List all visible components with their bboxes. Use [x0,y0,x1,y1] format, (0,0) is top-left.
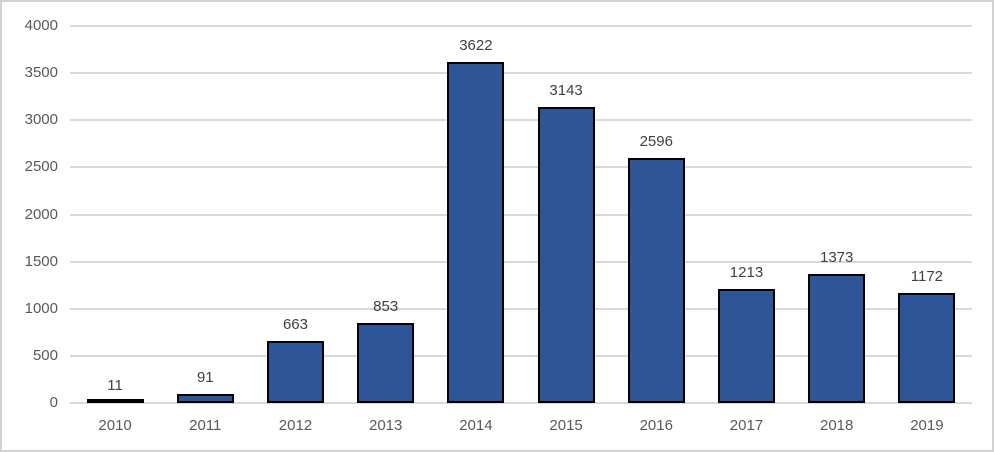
bar-2012 [267,340,324,403]
x-tick-label: 2010 [98,417,132,434]
x-tick-label: 2014 [459,417,493,434]
bar-data-label: 1213 [729,263,764,281]
x-tick-label: 2011 [189,417,222,434]
bar-2016 [627,158,685,403]
gridline [70,260,972,263]
x-axis-line [70,402,972,404]
bar-2014 [447,61,505,403]
x-tick-label: 2013 [369,417,403,434]
x-tick-label: 2012 [278,417,313,434]
bar-data-label: 853 [373,297,399,315]
y-tick-label: 1000 [24,299,58,317]
bar-data-label: 3622 [459,36,493,54]
y-tick-label: 1500 [24,252,58,270]
bar-data-label: 1373 [820,248,854,266]
bar-2011 [176,394,234,403]
y-tick-label: 500 [32,346,58,364]
y-tick-label: 2000 [24,205,58,223]
y-tick-label: 0 [49,394,58,411]
bar-2017 [718,288,775,403]
bar-2019 [898,292,956,403]
x-tick-label: 2015 [549,417,583,434]
plot-area: 11 91 663 853 3622 3143 2596 1213 1373 1172 [70,25,972,404]
bar-data-label: 2596 [639,133,673,151]
bar-2010 [86,399,144,403]
bar-2013 [357,322,415,403]
bar-data-label: 3143 [549,81,583,99]
bar-data-label: 663 [282,315,308,333]
x-tick-label: 2017 [729,417,764,434]
y-tick-label: 4000 [24,17,58,34]
bar-data-label: 11 [107,376,123,394]
bar-data-label: 1172 [910,267,944,285]
bar-2015 [537,106,595,403]
gridline [70,354,972,357]
gridline [70,213,972,216]
y-tick-label: 2500 [24,158,58,176]
gridline [70,119,972,122]
bar-2018 [808,273,866,403]
gridline [70,307,972,310]
x-tick-label: 2018 [820,417,854,434]
x-tick-label: 2016 [639,417,673,434]
bar-data-label: 91 [196,369,214,387]
gridline [70,25,972,27]
gridline [70,72,972,75]
gridline [70,166,972,169]
y-tick-label: 3000 [24,111,58,129]
y-tick-label: 3500 [24,64,58,82]
x-tick-label: 2019 [910,417,944,434]
